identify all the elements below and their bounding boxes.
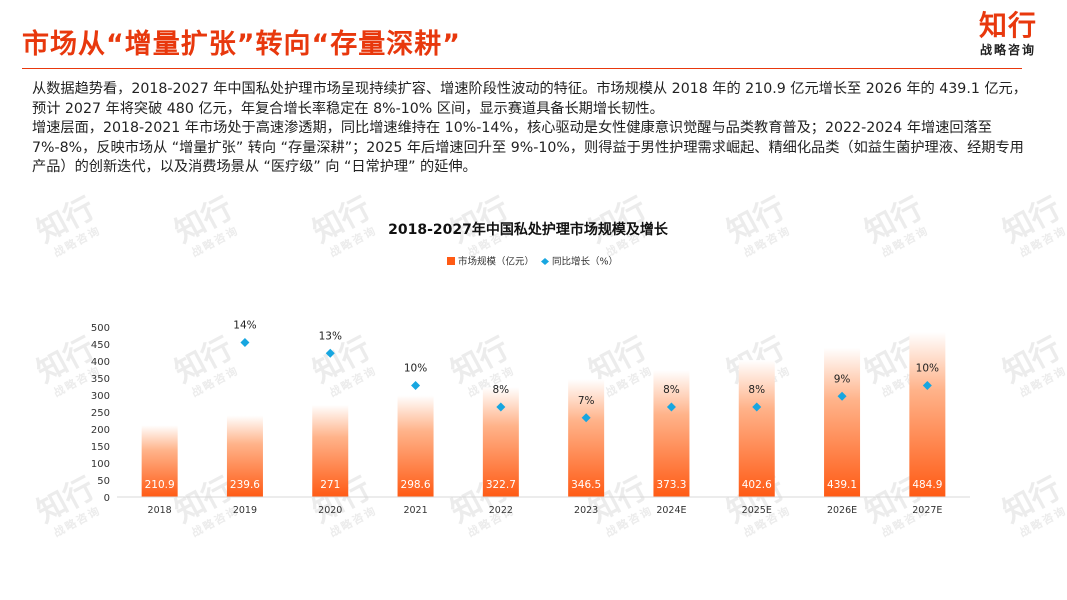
y-tick-label: 150 (91, 442, 110, 453)
growth-label: 7% (578, 395, 595, 407)
bars: 210.9 239.6 271 298.6 322.7 346.5 373.3 402.6 43… (141, 332, 946, 497)
growth-marker (496, 402, 506, 412)
bar (909, 332, 946, 497)
market-chart: 2018-2027年中国私处护理市场规模及增长 市场规模（亿元） 同比增长（%） … (91, 221, 970, 516)
x-tick-label: 2022 (489, 505, 513, 516)
growth-marker (752, 402, 762, 412)
growth-label: 9% (834, 373, 851, 385)
x-tick-label: 2023 (574, 505, 598, 516)
bar-value-label: 239.6 (230, 479, 260, 491)
bar-value-label: 484.9 (912, 479, 942, 491)
bar-value-label: 271 (320, 479, 340, 491)
legend-bar-label: 市场规模（亿元） (458, 256, 534, 268)
title-underline (22, 68, 1022, 69)
x-tick-label: 2026E (827, 505, 857, 516)
x-tick-label: 2027E (912, 505, 942, 516)
bar-value-label: 346.5 (571, 479, 601, 491)
growth-marker (922, 381, 932, 390)
growth-label: 8% (493, 384, 510, 396)
page-title: 市场从“增量扩张”转向“存量深耕” (22, 29, 461, 60)
bar (653, 370, 690, 497)
bar-value-label: 298.6 (401, 479, 431, 491)
growth-marker (240, 338, 250, 347)
growth-marker (666, 402, 676, 412)
growth-label: 10% (404, 363, 427, 375)
bar-value-label: 210.9 (145, 479, 175, 491)
title-bar: 市场从“增量扩张”转向“存量深耕” (22, 18, 1067, 69)
x-tick-label: 2020 (318, 505, 342, 516)
legend-marker-swatch (541, 258, 549, 265)
bar-value-label: 373.3 (656, 479, 686, 491)
x-tick-label: 2018 (148, 505, 172, 516)
y-tick-label: 50 (97, 476, 110, 487)
growth-marker (837, 391, 847, 401)
bar (226, 415, 263, 497)
growth-marker (581, 413, 591, 423)
x-tick-label: 2025E (742, 505, 772, 516)
logo-main-text: 知行 (978, 9, 1037, 42)
bar-value-label: 322.7 (486, 479, 516, 491)
x-tick-label: 2024E (656, 505, 686, 516)
y-tick-label: 300 (91, 391, 110, 402)
bar (312, 404, 349, 497)
x-tick-label: 2019 (233, 505, 257, 516)
paragraph-trend: 从数据趋势看，2018-2027 年中国私处护理市场呈现持续扩容、增速阶段性波动… (32, 81, 1027, 117)
paragraph-growth: 增速层面，2018-2021 年市场处于高速渗透期，同比增速维持在 10%-14… (32, 120, 1024, 175)
x-axis-labels: 2018 2019 2020 2021 2022 2023 2024E 2025E 2026E 2… (148, 505, 943, 516)
y-tick-label: 100 (91, 459, 110, 470)
growth-marker (325, 348, 335, 358)
y-tick-label: 0 (104, 493, 110, 504)
x-tick-label: 2021 (403, 505, 427, 516)
chart-legend: 市场规模（亿元） 同比增长（%） (447, 256, 618, 268)
growth-markers: 14% 13% 10% 8% 7% 8% 8% 9% 10% (233, 320, 939, 423)
legend-marker-label: 同比增长（%） (552, 256, 618, 268)
growth-label: 8% (748, 384, 765, 396)
y-tick-label: 200 (91, 425, 110, 436)
y-tick-label: 350 (91, 374, 110, 385)
body-text: 从数据趋势看，2018-2027 年中国私处护理市场呈现持续扩容、增速阶段性波动… (32, 80, 1037, 178)
growth-label: 13% (319, 330, 342, 342)
bar-value-label: 439.1 (827, 479, 857, 491)
bar (568, 379, 605, 497)
y-tick-label: 450 (91, 340, 110, 351)
legend-bar-swatch (447, 257, 455, 265)
bar (397, 395, 434, 497)
growth-marker (411, 381, 421, 390)
bar (824, 347, 861, 497)
brand-logo: 知行 战略咨询 (973, 10, 1043, 58)
chart-title: 2018-2027年中国私处护理市场规模及增长 (388, 221, 669, 238)
growth-label: 10% (916, 363, 939, 375)
bar (141, 425, 178, 497)
y-tick-label: 500 (91, 323, 110, 334)
growth-label: 14% (233, 320, 256, 332)
logo-sub-text: 战略咨询 (979, 43, 1036, 57)
y-tick-label: 250 (91, 408, 110, 419)
bar-value-label: 402.6 (742, 479, 772, 491)
y-tick-label: 400 (91, 357, 110, 368)
growth-label: 8% (663, 384, 680, 396)
bar (738, 360, 775, 497)
